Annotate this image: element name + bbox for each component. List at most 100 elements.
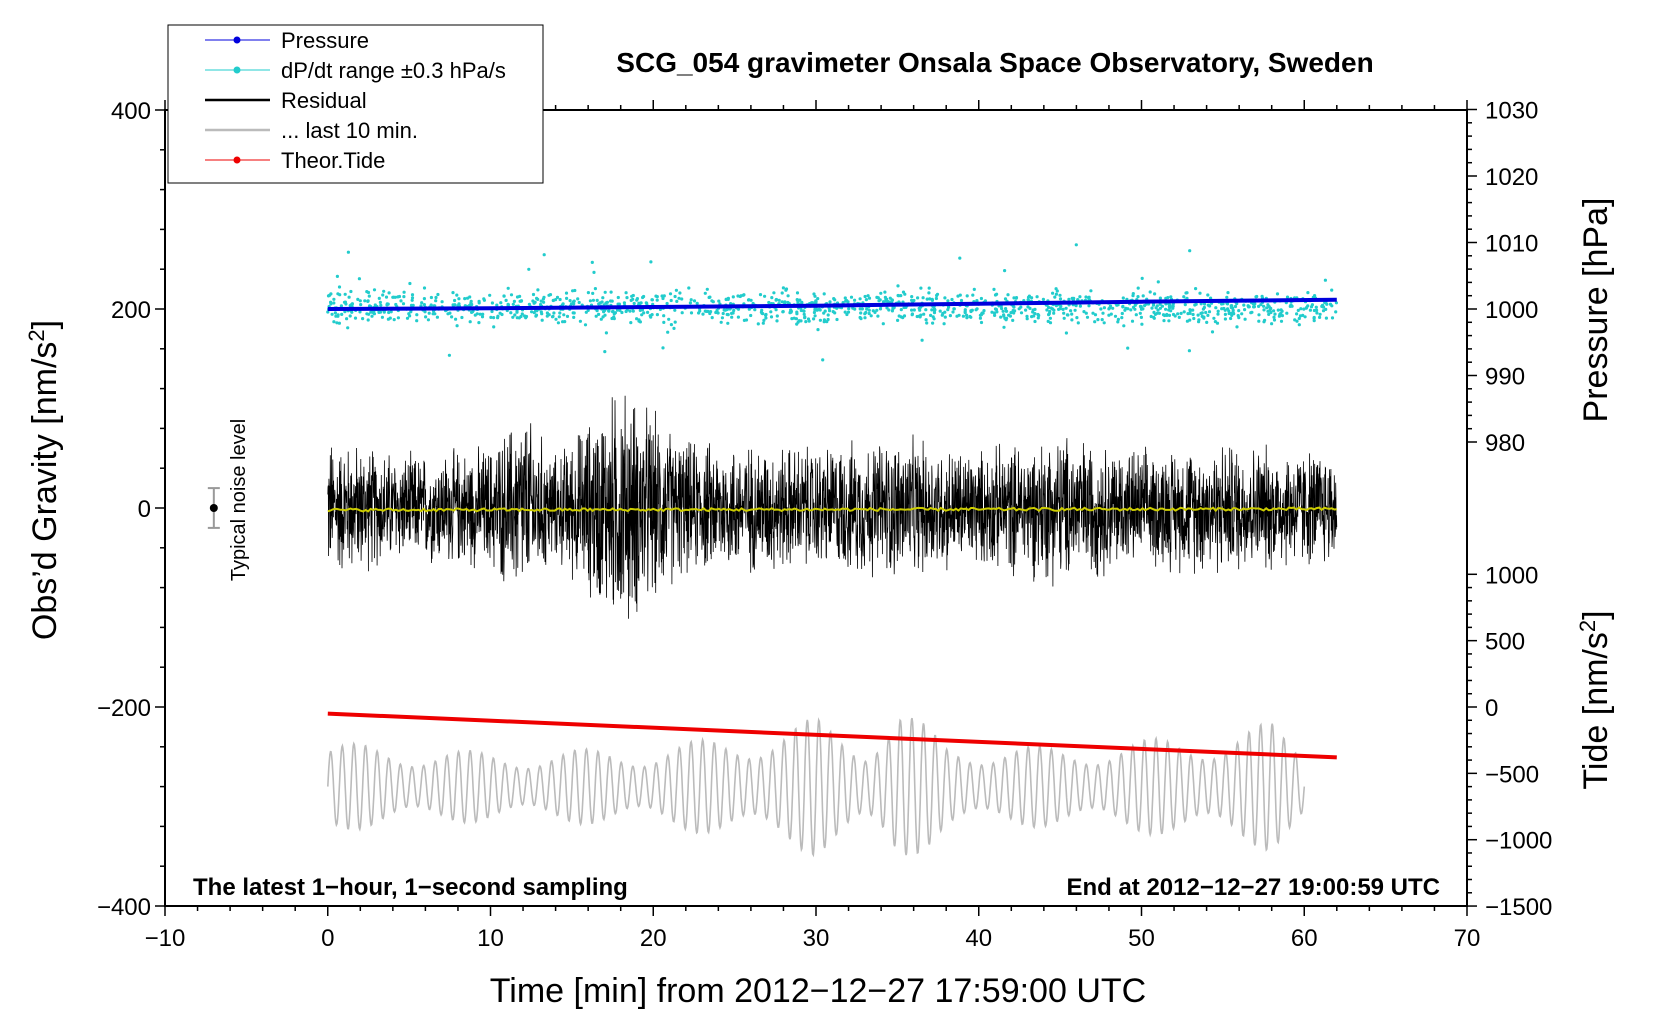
dpdt-point xyxy=(1019,311,1024,315)
dpdt-point xyxy=(1041,297,1045,301)
dpdt-point xyxy=(511,302,515,306)
dpdt-point xyxy=(1225,295,1229,299)
dpdt-point xyxy=(650,298,655,302)
dpdt-point xyxy=(1093,320,1097,324)
dpdt-point xyxy=(928,297,932,301)
dpdt-point xyxy=(716,311,720,315)
dpdt-point xyxy=(688,301,693,305)
dpdt-point xyxy=(992,287,996,291)
dpdt-point xyxy=(881,300,886,304)
dpdt-point xyxy=(436,292,440,297)
dpdt-point xyxy=(655,298,659,302)
dpdt-point xyxy=(1318,312,1322,316)
dpdt-point xyxy=(1235,325,1239,329)
y-tick-label: 0 xyxy=(138,496,151,523)
dpdt-point xyxy=(1162,319,1166,323)
dpdt-point xyxy=(1206,293,1210,297)
dpdt-point xyxy=(971,293,975,297)
dpdt-point xyxy=(1126,307,1130,311)
dpdt-point xyxy=(1273,312,1277,316)
dpdt-point xyxy=(1121,304,1125,308)
dpdt-point xyxy=(764,316,768,320)
dpdt-point xyxy=(453,303,457,307)
dpdt-point xyxy=(561,302,565,306)
dpdt-point xyxy=(833,298,837,302)
dpdt-point xyxy=(527,267,531,271)
dpdt-point xyxy=(1045,308,1049,312)
dpdt-point xyxy=(583,323,588,327)
dpdt-point xyxy=(887,308,891,312)
dpdt-point xyxy=(910,313,914,317)
dpdt-point xyxy=(547,293,551,297)
dpdt-point xyxy=(978,316,983,320)
dpdt-point xyxy=(897,314,901,318)
dpdt-point xyxy=(1107,313,1111,317)
dpdt-point xyxy=(993,307,998,311)
dpdt-point xyxy=(732,308,736,313)
dpdt-point xyxy=(644,301,648,305)
legend: Pressure dP/dt range ±0.3 hPa/s Residual… xyxy=(167,24,544,184)
dpdt-point xyxy=(530,310,534,314)
dpdt-point xyxy=(1171,306,1175,310)
dpdt-point xyxy=(332,297,336,301)
dpdt-point xyxy=(1206,303,1210,307)
dpdt-point xyxy=(925,321,929,325)
dpdt-point xyxy=(1259,303,1263,307)
dpdt-point xyxy=(489,315,493,319)
dpdt-point xyxy=(931,321,935,325)
dpdt-point xyxy=(1231,311,1235,315)
dpdt-point xyxy=(706,309,710,313)
dpdt-point xyxy=(460,315,464,320)
dpdt-point xyxy=(1295,312,1299,316)
dpdt-point xyxy=(781,286,786,290)
dpdt-point xyxy=(1198,291,1202,295)
dpdt-point xyxy=(607,309,611,313)
dpdt-point xyxy=(796,300,800,304)
dpdt-point xyxy=(786,294,790,298)
dpdt-point xyxy=(1153,292,1157,296)
dpdt-point xyxy=(1285,311,1289,315)
end-time-annotation: End at 2012−12−27 19:00:59 UTC xyxy=(1066,874,1440,901)
dpdt-point xyxy=(1062,311,1066,315)
dpdt-point xyxy=(1017,307,1021,311)
dpdt-point xyxy=(336,292,340,296)
dpdt-point xyxy=(1011,309,1015,313)
dpdt-point xyxy=(429,295,433,300)
dpdt-point xyxy=(673,294,677,299)
dpdt-point xyxy=(399,299,403,303)
dpdt-point xyxy=(1156,308,1160,312)
dpdt-point xyxy=(915,314,919,319)
dpdt-point xyxy=(590,260,594,264)
dpdt-point xyxy=(612,312,616,316)
dpdt-point xyxy=(620,310,624,315)
dpdt-point xyxy=(677,296,681,300)
dpdt-point xyxy=(661,296,665,301)
dpdt-point xyxy=(1202,316,1206,320)
dpdt-point xyxy=(687,286,691,290)
dpdt-point xyxy=(932,317,936,321)
dpdt-point xyxy=(420,301,424,305)
dpdt-point xyxy=(346,326,350,330)
dpdt-point xyxy=(609,290,613,294)
dpdt-point xyxy=(858,307,862,311)
dpdt-point xyxy=(385,303,389,307)
dpdt-point xyxy=(666,330,670,334)
tide-tick-label: 1000 xyxy=(1485,562,1538,589)
dpdt-point xyxy=(513,313,517,317)
dpdt-point xyxy=(1054,287,1058,291)
dpdt-point xyxy=(347,295,351,299)
dpdt-point xyxy=(669,323,674,327)
dpdt-point xyxy=(783,300,787,304)
dpdt-point xyxy=(551,298,556,302)
dpdt-point xyxy=(1036,316,1040,320)
dpdt-point xyxy=(349,289,353,294)
dpdt-point xyxy=(999,315,1003,319)
dpdt-point xyxy=(1334,301,1338,305)
dpdt-point xyxy=(389,310,393,314)
dpdt-point xyxy=(1116,317,1120,321)
dpdt-point xyxy=(1134,313,1138,317)
dpdt-point xyxy=(1260,294,1264,298)
dpdt-point xyxy=(405,316,410,320)
dpdt-point xyxy=(468,320,472,324)
